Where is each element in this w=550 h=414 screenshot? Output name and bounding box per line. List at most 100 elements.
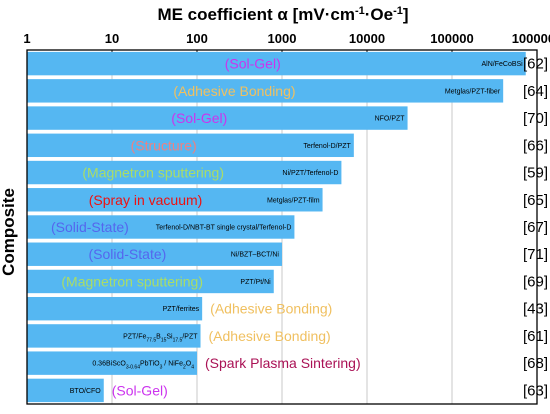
bar-label: Ni/PZT/Terfenol-D [282, 170, 338, 177]
x-tick-label: 100 [186, 31, 208, 46]
bar-label: Terfenol-D/PZT [303, 143, 351, 150]
reference-label: [43] [523, 301, 548, 318]
bar [27, 269, 274, 294]
bar-label-part: BTO/CFO [70, 388, 102, 395]
x-tick-label: 10000 [349, 31, 385, 46]
method-label: (Solid-State) [51, 219, 129, 235]
bar [27, 133, 354, 158]
bar-label-part: PZT/Fe [123, 333, 146, 340]
bar-label: BTO/CFO [70, 388, 102, 395]
reference-label: [63] [523, 382, 548, 399]
method-label: (Sol-Gel) [171, 110, 227, 126]
chart-title: ME coefficient α [mV·cm-1·Oe-1] [157, 5, 408, 24]
bar [27, 215, 295, 239]
bar-label-part: B [156, 333, 161, 340]
method-label: (Structure) [131, 137, 197, 153]
reference-label: [68] [523, 355, 548, 372]
bar [27, 51, 526, 76]
bar-label: 0.36BiScO3-0.64PbTiO3 / NiFe2O4 [92, 361, 194, 371]
bar-label: NFO/PZT [375, 116, 406, 123]
x-axis-ticks: 1 10 100 1000 10000 100000 1000000 [23, 31, 550, 54]
chart-title-part: · [365, 5, 371, 24]
bar-label-part: PbTiO [140, 361, 160, 368]
chart-title-part: Oe [370, 5, 393, 24]
bar-label-part: 15 [161, 337, 167, 343]
bars [27, 51, 526, 403]
bar-label-part: Metglas/PZT-film [267, 197, 320, 204]
method-label: (Magnetron sputtering) [82, 165, 224, 181]
reference-label: [64] [523, 83, 548, 100]
reference-label: [70] [523, 110, 548, 127]
bar-label-part: AlN/FeCoBSi [482, 61, 524, 68]
bar [27, 378, 104, 403]
x-tick-label: 1000 [268, 31, 297, 46]
chart-title-part: -1 [393, 5, 403, 17]
reference-label: [61] [523, 328, 548, 345]
x-tick-label: 10 [105, 31, 119, 46]
bar [27, 188, 323, 212]
bar-label-part: Ni/BZT–BCT/Ni [231, 252, 280, 259]
bar-label-part: / NiFe [162, 361, 183, 368]
reference-label: [69] [523, 273, 548, 290]
bar-label-part: 4 [191, 365, 194, 371]
method-label: (Sol-Gel) [112, 382, 168, 398]
method-labels: (Sol-Gel) (Adhesive Bonding) (Sol-Gel) (Str… [51, 56, 361, 399]
x-tick-label: 1000000 [512, 31, 550, 46]
bar-labels: AlN/FeCoBSi Metglas/PZT-fiber NFO/PZT Terfe… [70, 61, 523, 395]
method-label: (Adhesive Bonding) [209, 328, 331, 344]
bar-label: PZT/Pt/Ni [240, 279, 271, 286]
bar [27, 106, 408, 130]
bar-label: PZT/ferrites [163, 306, 200, 313]
bar-label-part: 3 [126, 365, 129, 371]
bar-label: Ni/BZT–BCT/Ni [231, 252, 280, 259]
bar-label: Metglas/PZT-fiber [445, 88, 501, 95]
bar-label-part: Si [166, 333, 173, 340]
bar [27, 324, 201, 348]
method-label: (Spark Plasma Sintering) [205, 355, 361, 371]
method-label: (Adhesive Bonding) [173, 83, 295, 99]
bar-label-part: 2 [183, 365, 186, 371]
bar-label-part: Metglas/PZT-fiber [445, 88, 501, 95]
bar-label-part: NFO/PZT [375, 116, 406, 123]
chart-title-part: · [325, 5, 331, 24]
bar [27, 242, 282, 266]
bar [27, 160, 342, 185]
bar [27, 296, 203, 321]
bar-label-part: Ni/PZT/Terfenol-D [282, 170, 338, 177]
reference-label: [65] [523, 192, 548, 209]
chart-title-part: ME coefficient [157, 5, 277, 24]
chart-title-part: [mV [288, 5, 326, 24]
method-label: (Solid-State) [88, 246, 166, 262]
bar [27, 351, 197, 375]
bar-label-part: Terfenol-D/PZT [303, 143, 351, 150]
bar-label-part: 3 [160, 365, 163, 371]
chart-title-part: ] [403, 5, 409, 24]
bar-label-part: PZT/Pt/Ni [240, 279, 271, 286]
bar-label: Metglas/PZT-film [267, 197, 320, 204]
bar-label: AlN/FeCoBSi [482, 61, 524, 68]
method-label: (Sol-Gel) [225, 56, 281, 72]
bar-label-part: O [186, 361, 192, 368]
y-axis-label: Composite [0, 188, 18, 276]
bar-label-part: 77.5 [146, 337, 156, 343]
method-label: (Adhesive Bonding) [210, 301, 332, 317]
bar [27, 79, 504, 103]
chart-title-part: cm [330, 5, 355, 24]
bar-label-part: -0.64 [129, 365, 141, 371]
x-tick-label: 1 [23, 31, 30, 46]
chart-title-part: -1 [355, 5, 365, 17]
chart-title-part: α [277, 5, 288, 24]
bar-label-part: 0.36BiScO [92, 361, 126, 368]
x-tick-label: 100000 [430, 31, 473, 46]
bar-label-part: /PZT [182, 333, 198, 340]
reference-label: [67] [523, 219, 548, 236]
reference-label: [59] [523, 165, 548, 182]
reference-label: [62] [523, 56, 548, 73]
bar-label: Terfenol-D/NBT-BT single crystal/Terfeno… [156, 225, 292, 232]
method-label: (Spray in vacuum) [89, 192, 203, 208]
reference-labels: [62] [64] [70] [66] [59] [65] [67] [71] [69] [43]… [523, 56, 548, 400]
reference-label: [66] [523, 137, 548, 154]
method-label: (Magnetron sputtering) [61, 273, 203, 289]
bar-label: PZT/Fe77.5B15Si17.5/PZT [123, 333, 198, 343]
